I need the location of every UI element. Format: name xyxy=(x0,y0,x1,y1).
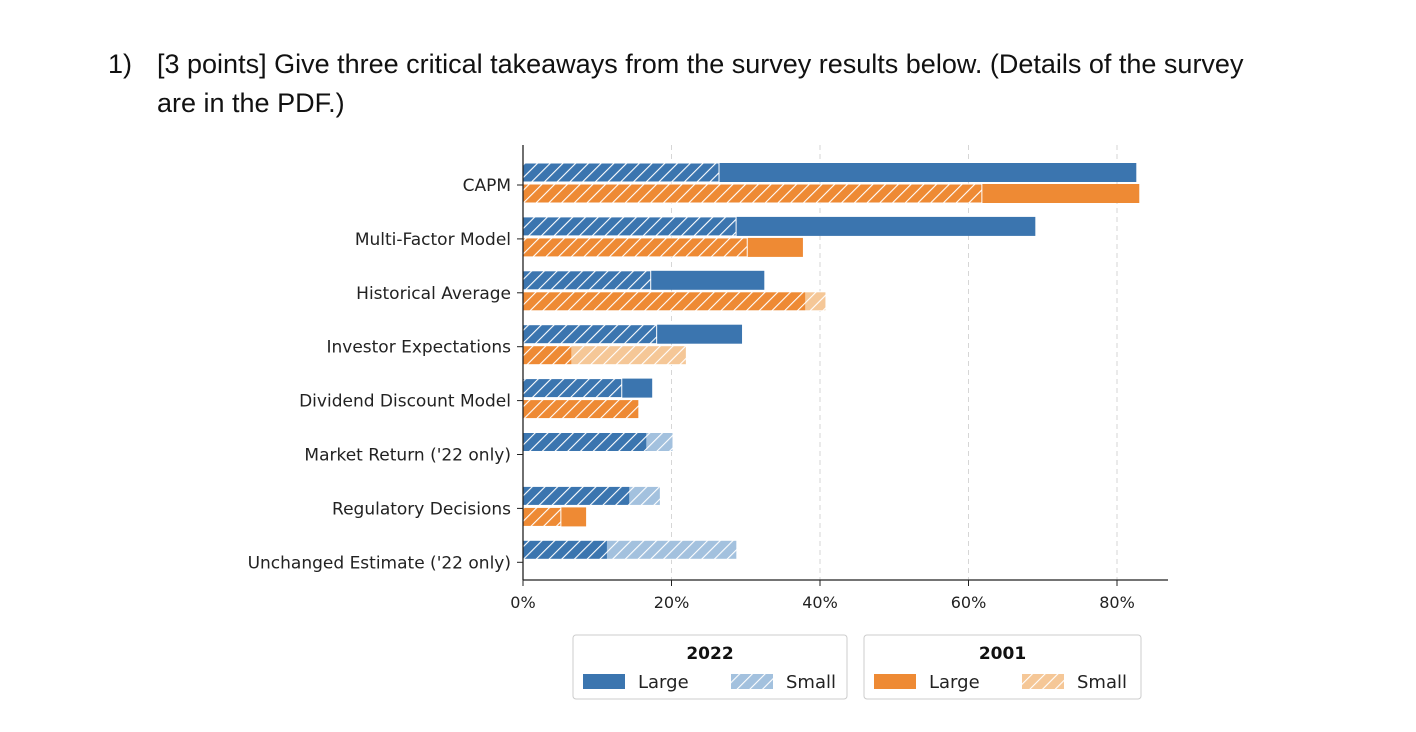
legend-label: Small xyxy=(1077,672,1127,693)
legend-hatch xyxy=(731,674,773,689)
y-tick-label: Historical Average xyxy=(356,284,511,304)
question-number: 1) xyxy=(108,49,133,79)
legend-box xyxy=(572,634,848,700)
legend-title: 2001 xyxy=(979,644,1026,664)
bar-2022-small-hatch xyxy=(522,539,738,560)
bar-2001-small-hatch xyxy=(522,183,983,204)
legend-label: Small xyxy=(786,672,836,693)
bar-2022-small-hatch xyxy=(522,432,674,452)
bar-2001-small-hatch xyxy=(522,399,640,420)
bar-2022-small-hatch xyxy=(522,216,737,237)
x-tick-label: 80% xyxy=(1099,593,1135,612)
y-tick-label: Regulatory Decisions xyxy=(332,499,511,519)
legend-hatch xyxy=(1022,674,1064,689)
y-tick-label: Dividend Discount Model xyxy=(299,392,511,412)
bar-2022-small-hatch xyxy=(522,270,652,291)
bar-2022-small-hatch xyxy=(522,162,720,183)
y-tick-label: Investor Expectations xyxy=(326,338,511,358)
bar-2001-small-hatch xyxy=(522,237,748,258)
bar-2001-small-hatch xyxy=(522,291,827,312)
bar-2022-small-hatch xyxy=(522,485,661,506)
legend-label: Large xyxy=(638,672,689,693)
bar-2001-small-hatch xyxy=(522,506,562,527)
bar-2022-small-hatch xyxy=(522,324,658,345)
legend-swatch-2001-large xyxy=(874,674,916,689)
y-tick-label: Multi-Factor Model xyxy=(355,230,511,250)
y-tick-label: Market Return ('22 only) xyxy=(304,446,511,466)
question-text: [3 points] Give three critical takeaways… xyxy=(157,49,1244,118)
legend-box xyxy=(863,634,1142,700)
legend-swatch-2022-large xyxy=(583,674,625,689)
y-tick-label: Unchanged Estimate ('22 only) xyxy=(248,553,511,573)
bar-2022-small-hatch xyxy=(522,378,623,399)
x-tick-label: 40% xyxy=(802,593,838,612)
y-tick-label: CAPM xyxy=(463,176,511,196)
bar-2001-small-hatch xyxy=(522,345,687,366)
legend-label: Large xyxy=(929,672,980,693)
x-tick-label: 0% xyxy=(510,593,535,612)
legend-title: 2022 xyxy=(686,644,733,664)
x-tick-label: 60% xyxy=(951,593,987,612)
x-tick-label: 20% xyxy=(654,593,690,612)
